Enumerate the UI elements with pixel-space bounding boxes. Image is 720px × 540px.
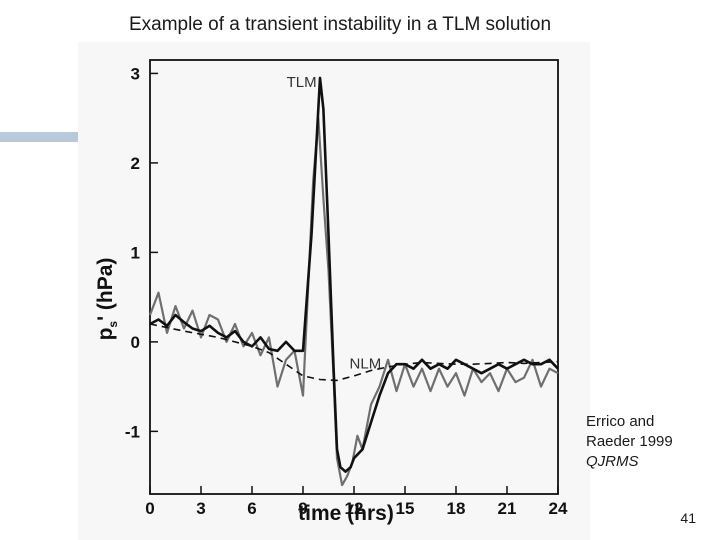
x-tick-label: 9	[298, 499, 307, 518]
y-ticks: -1 0 1 2 3	[125, 64, 158, 441]
y-tick-label: 1	[131, 243, 140, 262]
x-tick-label: 21	[498, 499, 517, 518]
y-axis-label-subscript: s	[106, 321, 120, 328]
y-axis-label: ps' (hPa)	[94, 258, 120, 341]
citation-line-2: Raeder 1999	[586, 433, 673, 450]
slide-title: Example of a transient instability in a …	[128, 14, 552, 35]
y-tick-label: 2	[131, 154, 140, 173]
citation-line-3: QJRMS	[586, 453, 639, 470]
figure-panel: 0 3 6 9 12 15 18 21 24 -1 0 1 2 3 TLM NLM time (hrs) …	[78, 42, 590, 540]
x-tick-label: 24	[549, 499, 568, 518]
x-tick-label: 3	[196, 499, 205, 518]
plot-frame	[149, 59, 559, 495]
x-axis-label: time (hrs)	[298, 502, 394, 525]
annotation-tlm: TLM	[287, 74, 317, 91]
x-tick-label: 15	[396, 499, 415, 518]
series-layer	[148, 76, 559, 487]
series-line-nlm	[148, 117, 559, 487]
page-number: 41	[680, 510, 696, 526]
series-line-tlm	[149, 76, 559, 473]
y-tick-label: 0	[131, 333, 140, 352]
annotations: TLM NLM	[287, 74, 382, 373]
x-tick-label: 0	[145, 499, 154, 518]
x-tick-label: 18	[447, 499, 466, 518]
x-ticks: 0 3 6 9 12 15 18 21 24	[145, 486, 568, 518]
citation-line-1: Errico and	[586, 413, 655, 430]
x-tick-label: 12	[345, 499, 364, 518]
y-tick-label: 3	[131, 64, 140, 83]
y-axis-label-main: p	[94, 328, 117, 341]
accent-bar	[0, 132, 84, 142]
annotation-nlm: NLM	[350, 356, 382, 373]
citation: Errico and Raeder 1999 QJRMS	[586, 412, 673, 472]
y-axis-label-rest: ' (hPa)	[94, 258, 117, 321]
x-tick-label: 6	[247, 499, 256, 518]
y-tick-label: -1	[125, 422, 140, 441]
